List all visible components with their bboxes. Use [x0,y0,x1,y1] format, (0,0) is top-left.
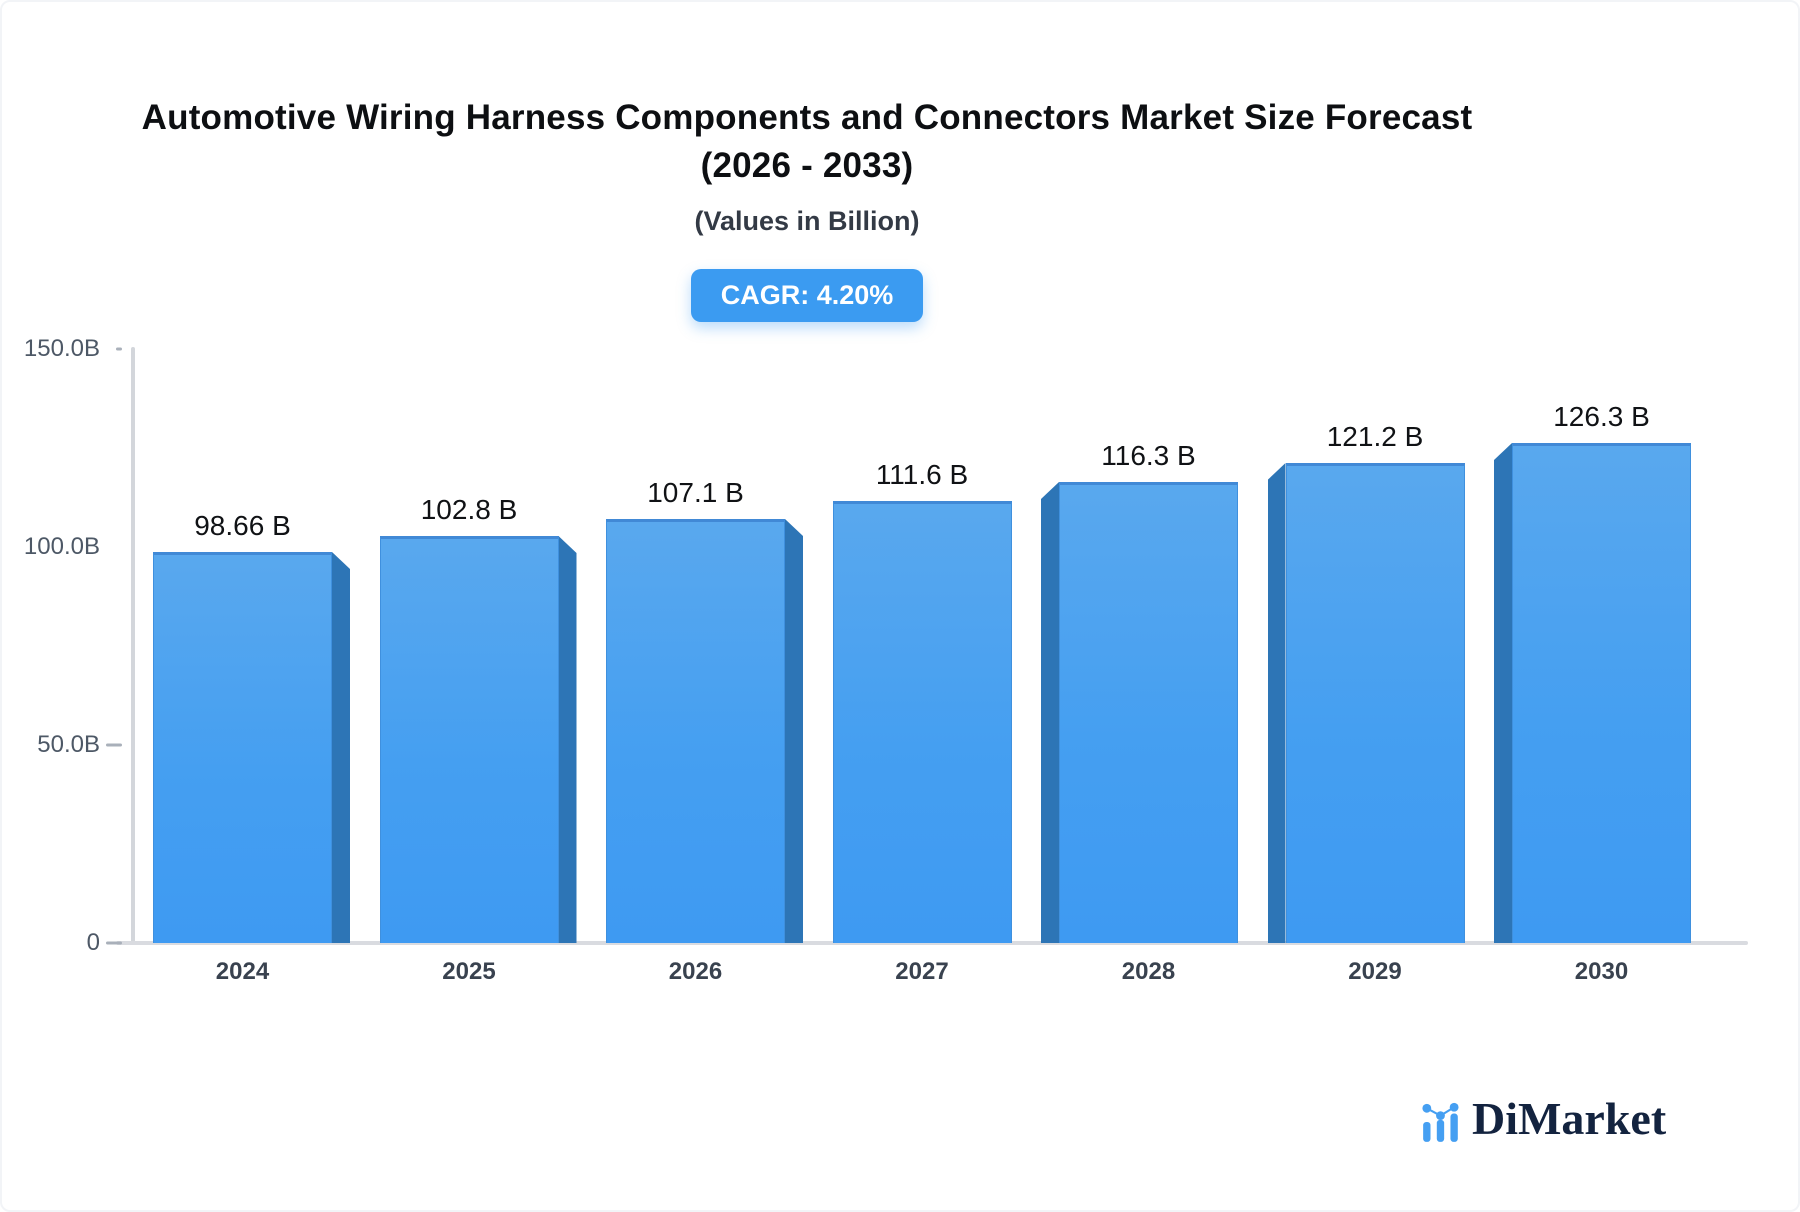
x-axis-label-2030: 2030 [1574,958,1629,985]
cagr-badge: CAGR: 4.20% [690,269,924,322]
dimarket-logo-text: DiMarket [1472,1093,1667,1144]
x-axis-label-2029: 2029 [1348,958,1402,985]
bar-side-face [1267,463,1286,943]
bar-2024[interactable] [153,552,332,943]
chart-title-line1: Automotive Wiring Harness Components and… [141,98,1473,137]
y-tick-mark [106,941,122,945]
bar-2027[interactable] [832,501,1012,943]
chart-subtitle: (Values in Billion) [694,206,920,236]
bar-value-label: 126.3 B [1553,401,1650,432]
y-tick-label: 50.0B [37,731,100,758]
y-tick-label: 150.0B [23,335,100,362]
x-axis-label-2028: 2028 [1121,958,1176,985]
title-block: Automotive Wiring Harness Components and… [27,94,1587,322]
bar-side-face [1041,482,1059,943]
dimarket-logo-icon [1422,1102,1459,1142]
x-axis-line [116,941,1748,945]
y-tick-mark [106,743,122,747]
y-tick-mark [116,347,122,351]
bar-2029[interactable] [1285,463,1465,943]
x-axis-label-2025: 2025 [442,958,496,985]
bar-value-label: 98.66 B [194,510,291,541]
bar-2030[interactable] [1512,443,1691,943]
bar-2026[interactable] [606,519,785,943]
bar-side-face [785,519,803,943]
bar-2028[interactable] [1059,482,1238,943]
y-tick-label: 0 [86,929,100,956]
y-tick-label: 100.0B [23,533,100,560]
bar-2025[interactable] [379,536,559,943]
x-axis-label-2027: 2027 [895,958,949,985]
bar-value-label: 111.6 B [875,459,969,490]
bar-side-face [558,536,577,943]
bar-value-label: 102.8 B [420,494,518,525]
y-axis-line [131,347,135,945]
chart-title-line2: (2026 - 2033) [700,146,914,185]
bar-value-label: 116.3 B [1101,440,1196,471]
dimarket-logo: DiMarket [1422,1094,1666,1144]
x-axis-label-2026: 2026 [668,958,723,985]
x-axis-label-2024: 2024 [215,958,270,985]
bar-side-face [332,552,350,943]
bar-value-label: 107.1 B [647,477,744,508]
bar-value-label: 121.2 B [1326,421,1424,452]
bar-side-face [1494,443,1512,943]
